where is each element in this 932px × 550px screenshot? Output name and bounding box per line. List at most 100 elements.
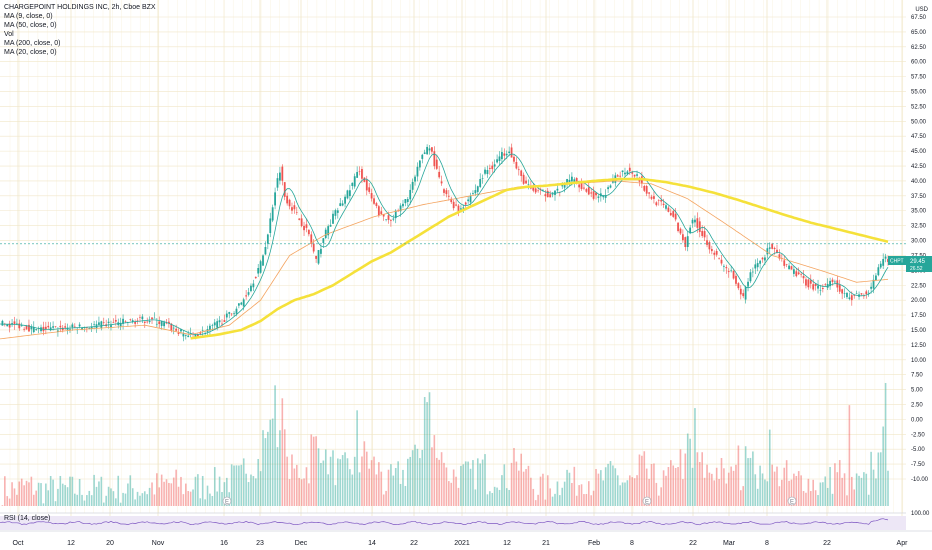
candle-body — [298, 218, 301, 220]
volume-bar — [293, 468, 296, 506]
candle-body — [472, 193, 474, 195]
candle-body — [165, 322, 168, 324]
candle-body — [843, 293, 846, 294]
volume-bar — [822, 482, 824, 506]
volume-bar — [274, 385, 276, 506]
volume-bar — [390, 464, 392, 506]
candle-body — [771, 243, 774, 249]
candle-body — [708, 242, 711, 250]
legend-vol[interactable]: Vol — [4, 31, 14, 38]
volume-bar — [682, 479, 684, 506]
candle-body — [414, 176, 416, 182]
candle-body — [279, 172, 281, 181]
candle-body — [240, 302, 243, 305]
volume-bar — [6, 496, 9, 506]
time-tick-label: Mar — [723, 540, 736, 547]
candle-body — [778, 254, 781, 259]
candle-body — [110, 325, 112, 328]
candle-body — [737, 283, 740, 289]
volume-bar — [143, 491, 146, 506]
candle-body — [698, 221, 701, 232]
volume-bar — [279, 430, 281, 506]
volume-bar — [566, 469, 568, 506]
candle-body — [814, 283, 817, 286]
ma9-line — [0, 153, 889, 336]
candle-body — [672, 211, 675, 217]
volume-bar — [679, 449, 682, 506]
volume-bar — [365, 451, 368, 506]
volume-bar — [718, 479, 720, 506]
volume-bar — [793, 473, 795, 506]
candle-body — [532, 187, 535, 191]
price-badge-sub: 26.52 — [910, 266, 923, 272]
volume-bar — [771, 464, 773, 506]
candle-body — [510, 147, 513, 158]
volume-bar — [460, 465, 462, 506]
volume-bar — [708, 472, 711, 506]
currency-label: USD — [915, 7, 928, 13]
candle-body — [230, 313, 233, 315]
candle-body — [370, 193, 373, 199]
price-tick-label: 35.00 — [911, 209, 927, 215]
legend-ma20[interactable]: MA (20, close, 0) — [4, 49, 57, 56]
volume-bar — [802, 491, 805, 506]
volume-bar — [361, 456, 363, 506]
legend-ma50[interactable]: MA (50, close, 0) — [4, 22, 57, 29]
price-axis-bg — [906, 0, 932, 550]
earnings-marker-label: E — [225, 500, 229, 506]
volume-bar — [706, 464, 708, 506]
legend-ma200[interactable]: MA (200, close, 0) — [4, 40, 61, 47]
earnings-marker — [222, 496, 232, 506]
candle-body — [107, 321, 110, 323]
volume-bar — [865, 473, 868, 506]
volume-bar — [269, 419, 272, 506]
volume-bar — [175, 469, 177, 506]
candle-body — [312, 243, 315, 252]
candle-body — [718, 257, 720, 259]
earnings-marker — [642, 496, 652, 506]
candle-body — [13, 321, 16, 325]
volume-bar — [831, 493, 834, 506]
volume-bar — [315, 436, 317, 506]
candle-body — [626, 171, 629, 174]
volume-bar — [54, 501, 57, 506]
price-tick-label: 57.50 — [911, 75, 927, 81]
volume-bar — [438, 459, 440, 506]
legend-ma9[interactable]: MA (9, close, 0) — [4, 13, 53, 20]
candle-body — [573, 179, 576, 184]
volume-bar — [235, 465, 238, 506]
volume-bar — [303, 478, 305, 506]
volume-bar — [824, 476, 827, 506]
candle-body — [580, 181, 583, 190]
candle-body — [394, 210, 397, 219]
candle-body — [358, 171, 361, 173]
candle-body — [727, 271, 730, 273]
volume-bar — [807, 478, 810, 506]
volume-bar — [59, 475, 62, 506]
candle-body — [322, 238, 325, 244]
price-tick-label: 50.00 — [911, 119, 927, 125]
volume-bar — [790, 479, 793, 506]
volume-bar — [426, 402, 428, 506]
candle-body — [382, 214, 385, 217]
volume-bar — [522, 471, 525, 506]
candle-body — [163, 322, 165, 327]
candle-body — [493, 164, 496, 167]
candle-body — [269, 218, 272, 233]
candle-body — [353, 176, 356, 187]
candle-body — [421, 154, 424, 159]
volume-bar — [177, 486, 180, 506]
legend-rsi[interactable]: RSI (14, close) — [4, 515, 51, 522]
volume-bar — [262, 430, 264, 506]
chart-title[interactable]: CHARGEPOINT HOLDINGS INC, 2h, Cboe BZX — [4, 4, 156, 11]
volume-bar — [546, 475, 549, 506]
volume-bar — [4, 476, 6, 506]
volume-bar — [616, 475, 619, 506]
time-tick-label: Feb — [588, 540, 600, 547]
volume-bar — [612, 465, 614, 506]
price-tick-label: 42.50 — [911, 164, 927, 170]
volume-bar — [510, 462, 513, 506]
candle-body — [235, 308, 238, 314]
candle-body — [151, 317, 153, 320]
